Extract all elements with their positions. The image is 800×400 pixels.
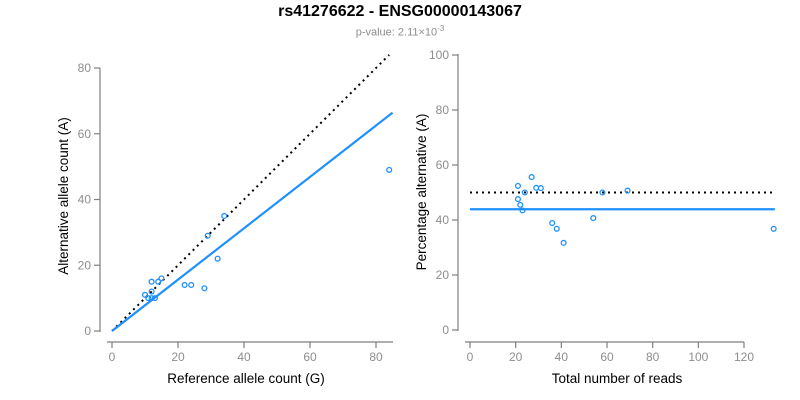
figure-subtitle: p-value: 2.11×10-3: [0, 24, 800, 39]
data-point: [770, 225, 777, 232]
y-axis-title: Percentage alternative (A): [414, 114, 429, 271]
x-tick-label: 80: [369, 350, 383, 364]
data-point: [624, 187, 631, 194]
data-point: [155, 278, 162, 285]
x-tick-label: 20: [509, 350, 523, 364]
data-point: [158, 275, 165, 282]
x-tick-label: 40: [555, 350, 569, 364]
data-point: [560, 239, 567, 246]
allele-count-scatter: 0 20 40 60 80 0 20 40 60 80 Reference allele count…: [56, 54, 394, 386]
data-point: [549, 219, 556, 227]
y-tick-label: 20: [78, 258, 92, 272]
data-point: [148, 278, 155, 285]
x-tick-label: 100: [688, 350, 708, 364]
data-point: [537, 185, 544, 192]
y-tick-label: 40: [436, 213, 450, 227]
data-point: [151, 295, 158, 302]
pvalue-exponent: -3: [437, 24, 445, 33]
data-point: [145, 295, 152, 302]
data-point: [141, 291, 149, 298]
data-point: [148, 295, 155, 302]
y-tick-label: 0: [84, 324, 91, 338]
data-point: [599, 189, 606, 196]
x-tick-label: 60: [303, 350, 317, 364]
pvalue-mantissa: 2.11×10: [397, 26, 438, 39]
data-point: [148, 288, 155, 295]
data-point: [204, 232, 211, 239]
percentage-alternative-scatter: 0 20 40 60 80 100 120 0 20 40 60 80 100 Total number …: [414, 48, 777, 386]
data-point: [517, 201, 524, 208]
data-point: [188, 281, 195, 289]
data-point: [521, 189, 528, 196]
data-point: [214, 255, 221, 262]
data-point: [201, 285, 208, 292]
x-tick-label: 0: [109, 350, 116, 364]
y-tick-label: 40: [78, 193, 92, 207]
data-point: [386, 166, 393, 173]
x-axis-title: Reference allele count (G): [167, 371, 325, 386]
y-tick-label: 100: [429, 48, 449, 62]
y-tick-label: 20: [436, 268, 450, 282]
x-tick-label: 60: [600, 350, 614, 364]
data-point: [553, 225, 560, 232]
y-tick-label: 0: [442, 323, 449, 337]
fit-line: [111, 111, 394, 332]
x-tick-label: 120: [734, 350, 754, 364]
x-tick-label: 40: [237, 350, 251, 364]
y-tick-label: 80: [436, 103, 450, 117]
x-tick-label: 20: [171, 350, 185, 364]
y-tick-label: 60: [78, 127, 92, 141]
y-tick-label: 60: [436, 158, 450, 172]
data-point: [221, 212, 228, 219]
y-tick-label: 80: [78, 61, 92, 75]
data-point: [590, 215, 597, 222]
x-tick-label: 0: [467, 350, 474, 364]
data-point: [514, 182, 521, 189]
data-point: [514, 196, 521, 203]
x-tick-label: 80: [646, 350, 660, 364]
y-axis-title: Alternative allele count (A): [56, 117, 71, 275]
data-point: [519, 207, 526, 214]
x-axis-title: Total number of reads: [552, 371, 683, 386]
data-point: [528, 174, 535, 181]
pvalue-prefix: p-value:: [355, 26, 398, 39]
data-point: [181, 281, 188, 289]
figure-title: rs41276622 - ENSG00000143067: [278, 3, 522, 20]
